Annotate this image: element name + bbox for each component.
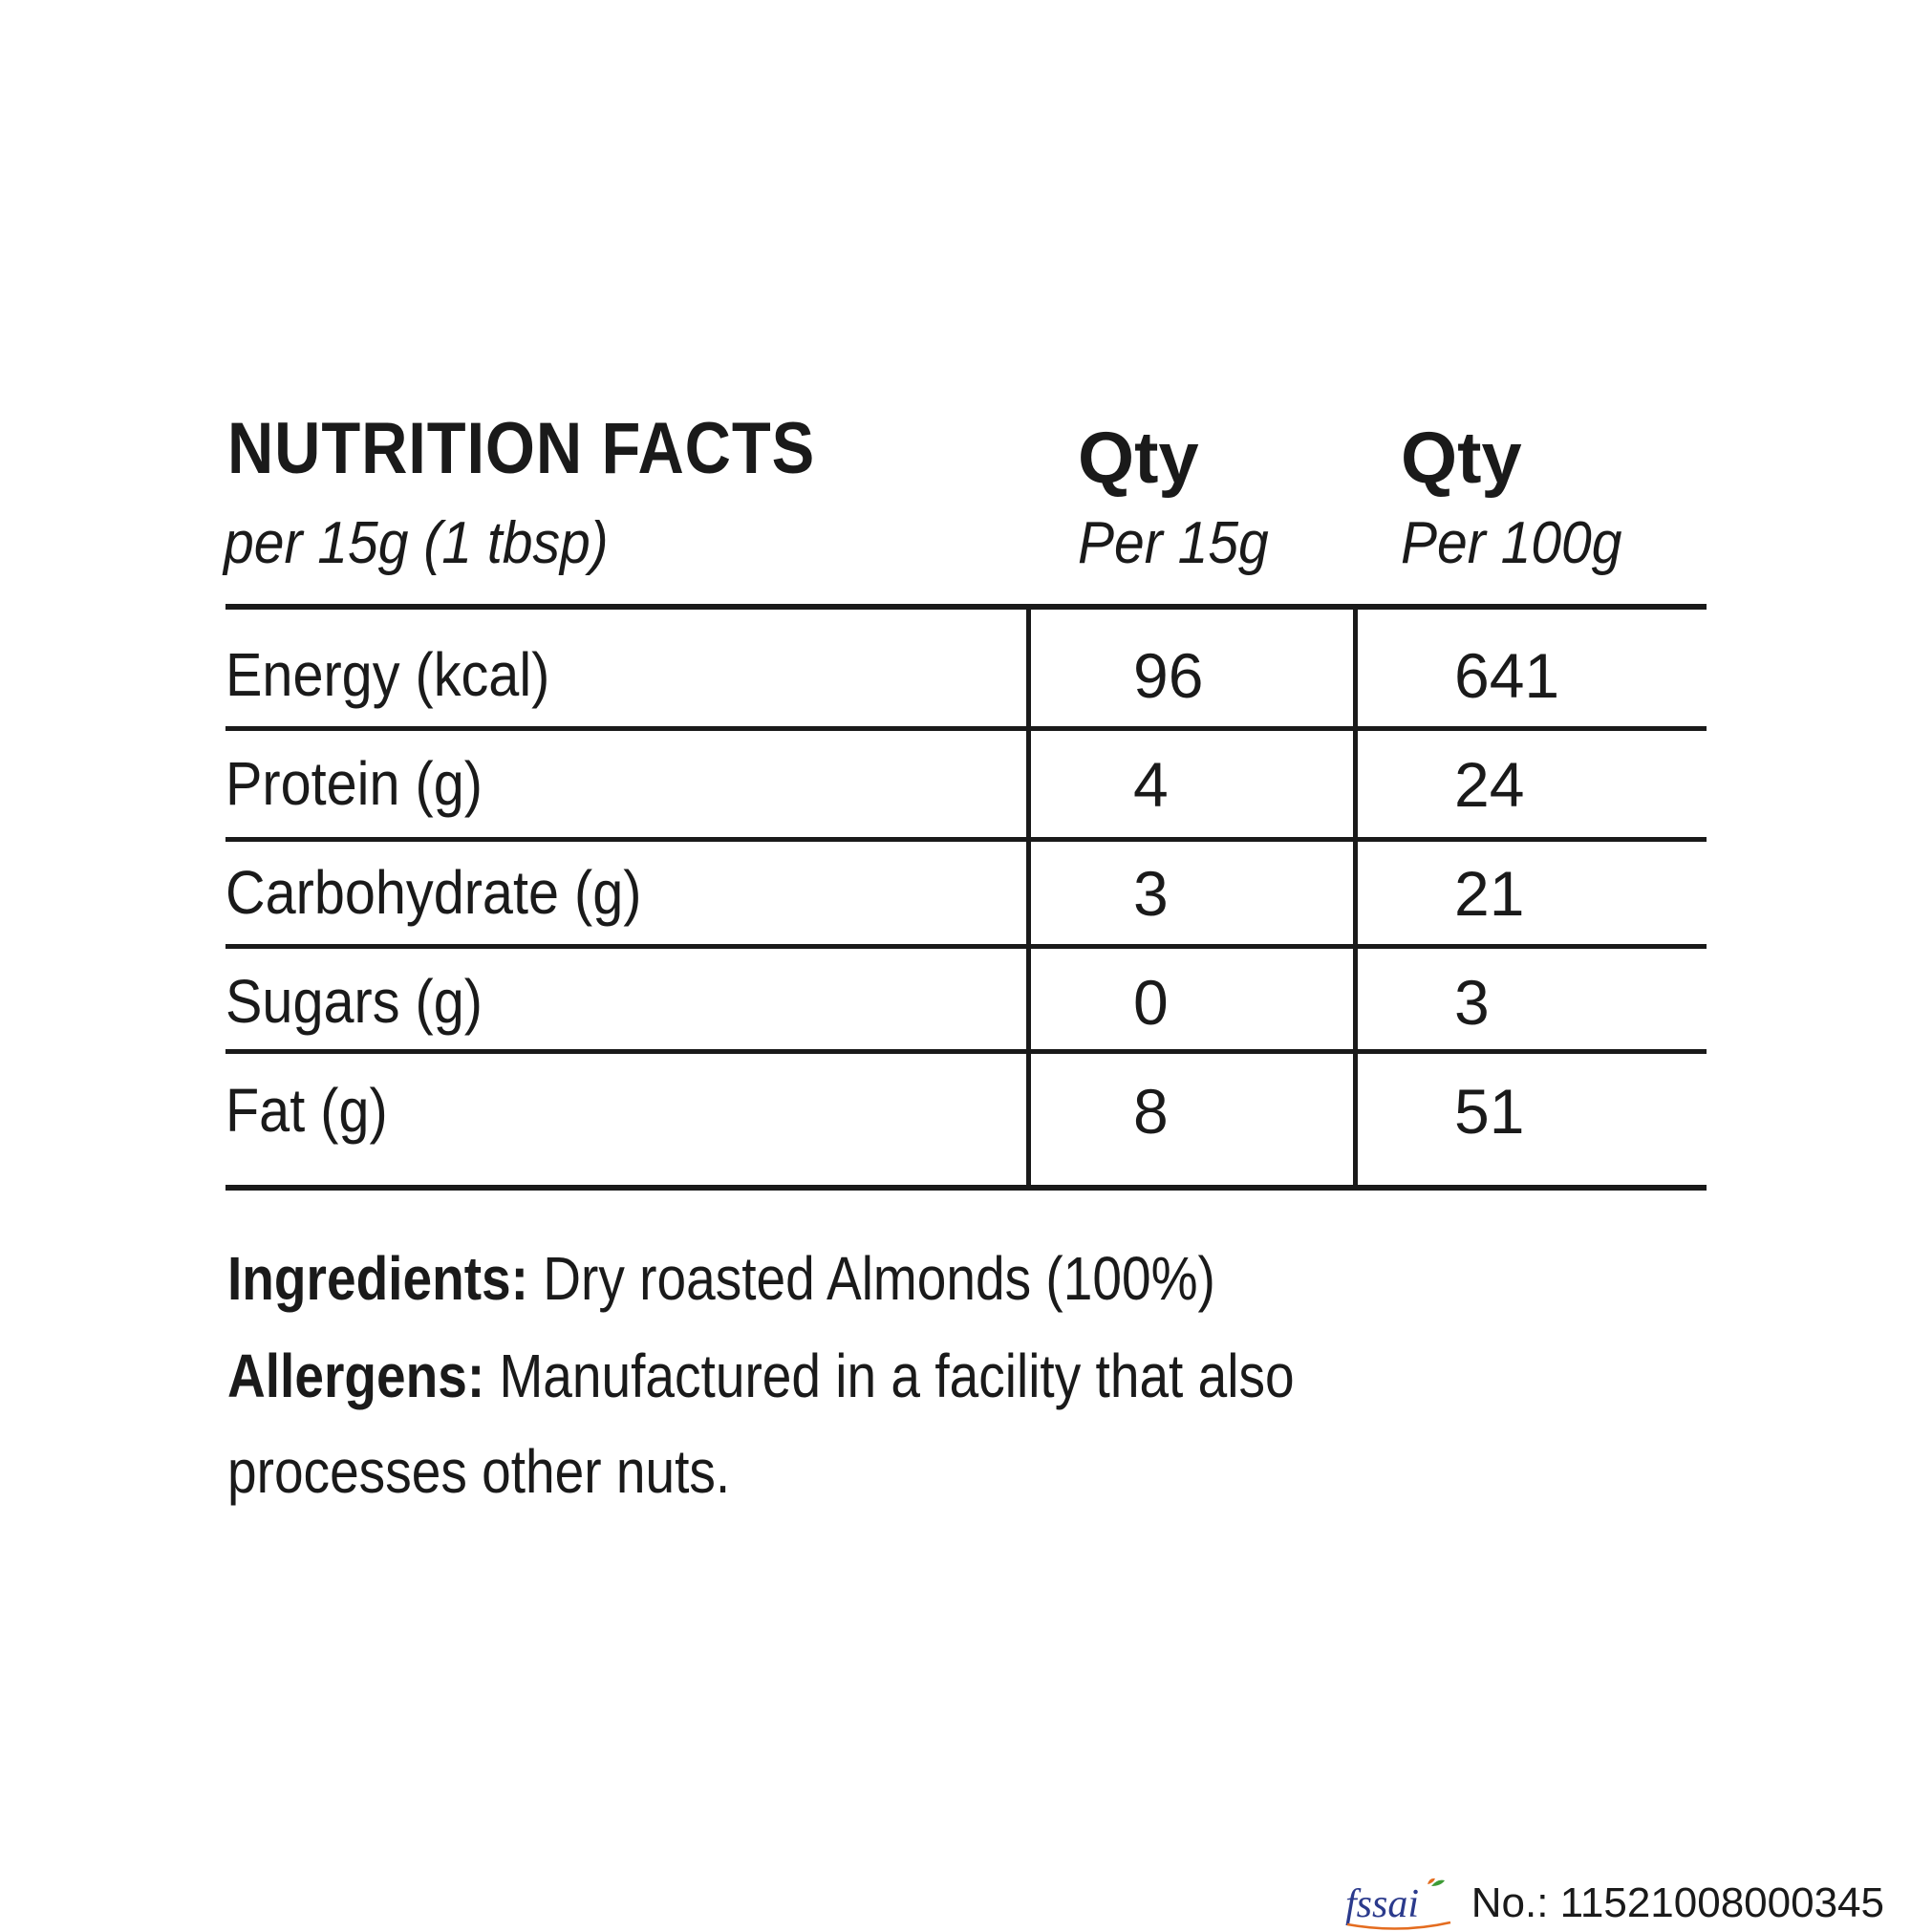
ingredients-heading: Ingredients:	[227, 1244, 528, 1313]
table-divider-2	[1353, 604, 1358, 1189]
table-top-rule	[225, 604, 1707, 610]
row-protein-per100: 24	[1454, 749, 1525, 820]
allergens-heading: Allergens:	[227, 1342, 485, 1410]
row-carbohydrate-label: Carbohydrate (g)	[225, 858, 642, 927]
row-energy-per15: 96	[1133, 640, 1204, 711]
row-rule-3	[225, 944, 1707, 949]
row-energy-per100: 641	[1454, 640, 1560, 711]
row-carbohydrate-per100: 21	[1454, 858, 1525, 929]
row-protein-label: Protein (g)	[225, 749, 483, 818]
nutrition-facts-title: NUTRITION FACTS	[227, 408, 816, 489]
row-sugars-per15: 0	[1133, 967, 1169, 1038]
col-per100-subtitle: Per 100g	[1401, 510, 1622, 576]
allergens-line: Allergens: Manufactured in a facility th…	[227, 1345, 1295, 1406]
table-bottom-rule	[225, 1185, 1707, 1191]
row-fat-per100: 51	[1454, 1076, 1525, 1147]
allergens-text-line1: Manufactured in a facility that also	[499, 1342, 1295, 1410]
row-sugars-label: Sugars (g)	[225, 967, 483, 1036]
fssai-logo-icon: fssai	[1345, 1878, 1451, 1930]
row-sugars-per100: 3	[1454, 967, 1490, 1038]
fssai-logo-text: fssai	[1345, 1882, 1419, 1926]
allergens-line-2: processes other nuts.	[227, 1437, 731, 1506]
row-protein-per15: 4	[1133, 749, 1169, 820]
row-rule-4	[225, 1049, 1707, 1054]
fssai-license: fssai No.: 11521008000345	[1343, 1875, 1884, 1932]
row-energy-label: Energy (kcal)	[225, 640, 550, 709]
ingredients-text: Dry roasted Almonds (100%)	[543, 1244, 1215, 1313]
table-divider-1	[1026, 604, 1031, 1189]
col-per15-title: Qty	[1078, 418, 1199, 499]
row-carbohydrate-per15: 3	[1133, 858, 1169, 929]
row-fat-label: Fat (g)	[225, 1076, 388, 1145]
row-rule-2	[225, 837, 1707, 842]
license-number: No.: 11521008000345	[1471, 1879, 1884, 1926]
ingredients-line: Ingredients: Dry roasted Almonds (100%)	[227, 1248, 1215, 1309]
serving-size: per 15g (1 tbsp)	[224, 510, 609, 576]
col-per100-title: Qty	[1401, 418, 1522, 499]
row-rule-1	[225, 726, 1707, 731]
row-fat-per15: 8	[1133, 1076, 1169, 1147]
col-per15-subtitle: Per 15g	[1078, 510, 1269, 576]
